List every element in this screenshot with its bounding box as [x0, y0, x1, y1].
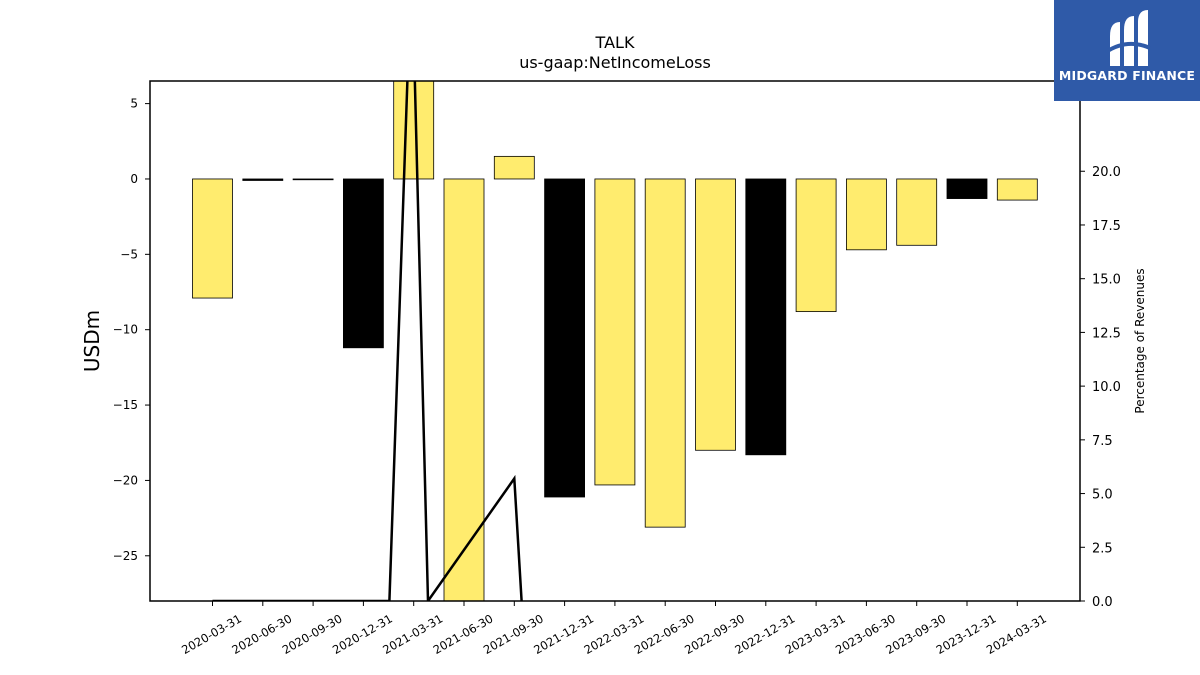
y2-tick-label: 10.0: [1092, 380, 1121, 395]
bar-2023-09-30: [896, 178, 938, 246]
y2-tick-label: 0.0: [1092, 595, 1113, 610]
percentage-of-revenues-line: [212, 81, 523, 601]
bar-2023-06-30: [846, 178, 887, 251]
bar-2021-03-31: [393, 81, 435, 180]
bar-2024-03-31: [996, 178, 1038, 201]
bar-2020-06-30: [242, 178, 284, 181]
bar-2021-12-31: [544, 178, 585, 498]
bar-2023-03-31: [795, 178, 837, 313]
bar-2022-03-31: [594, 178, 636, 486]
bar-2022-09-30: [695, 178, 736, 451]
y2-tick-label: 2.5: [1092, 541, 1113, 556]
bar-2020-12-31: [342, 178, 384, 349]
y2-axis: 0.0 2.5 5.0 7.5 10.0 12.5 15.0 17.5 20.0: [1080, 165, 1121, 610]
y2-tick-label: 5.0: [1092, 488, 1113, 503]
bar-2020-03-31: [192, 178, 233, 299]
x-axis: 2020-03-312020-06-302020-09-302020-12-31…: [179, 601, 1049, 657]
bars-layer: [192, 81, 1038, 601]
y2-tick-label: 17.5: [1092, 219, 1121, 234]
logo-text: MIDGARD FINANCE: [1058, 68, 1196, 83]
y-tick-label: −10: [113, 323, 138, 337]
y-axis-label: USDm: [80, 310, 104, 372]
y2-tick-label: 7.5: [1092, 434, 1113, 449]
y-tick-label: −15: [113, 398, 138, 412]
y2-tick-label: 12.5: [1092, 326, 1121, 341]
bar-2022-12-31: [745, 178, 787, 456]
y-tick-label: −5: [120, 247, 138, 261]
chart-subtitle: us-gaap:NetIncomeLoss: [519, 53, 711, 72]
y-tick-label: −20: [113, 473, 138, 487]
bar-2020-09-30: [292, 178, 334, 181]
y2-tick-label: 20.0: [1092, 165, 1121, 180]
y-axis: 5 0 −5 −10 −15 −20 −25: [113, 97, 150, 563]
bar-2022-06-30: [644, 178, 686, 528]
y-tick-label: −25: [113, 549, 138, 563]
line-layer: [212, 81, 523, 601]
bar-2023-12-31: [946, 178, 988, 199]
chart-title: TALK: [595, 33, 635, 52]
midgard-finance-logo: MIDGARD FINANCE: [1054, 0, 1200, 101]
y2-axis-label: Percentage of Revenues: [1133, 268, 1147, 413]
y-tick-label: 0: [130, 172, 138, 186]
bar-2021-09-30: [493, 155, 535, 180]
logo-mark-icon: [1104, 10, 1151, 66]
y2-tick-label: 15.0: [1092, 273, 1121, 288]
y-tick-label: 5: [130, 97, 138, 111]
